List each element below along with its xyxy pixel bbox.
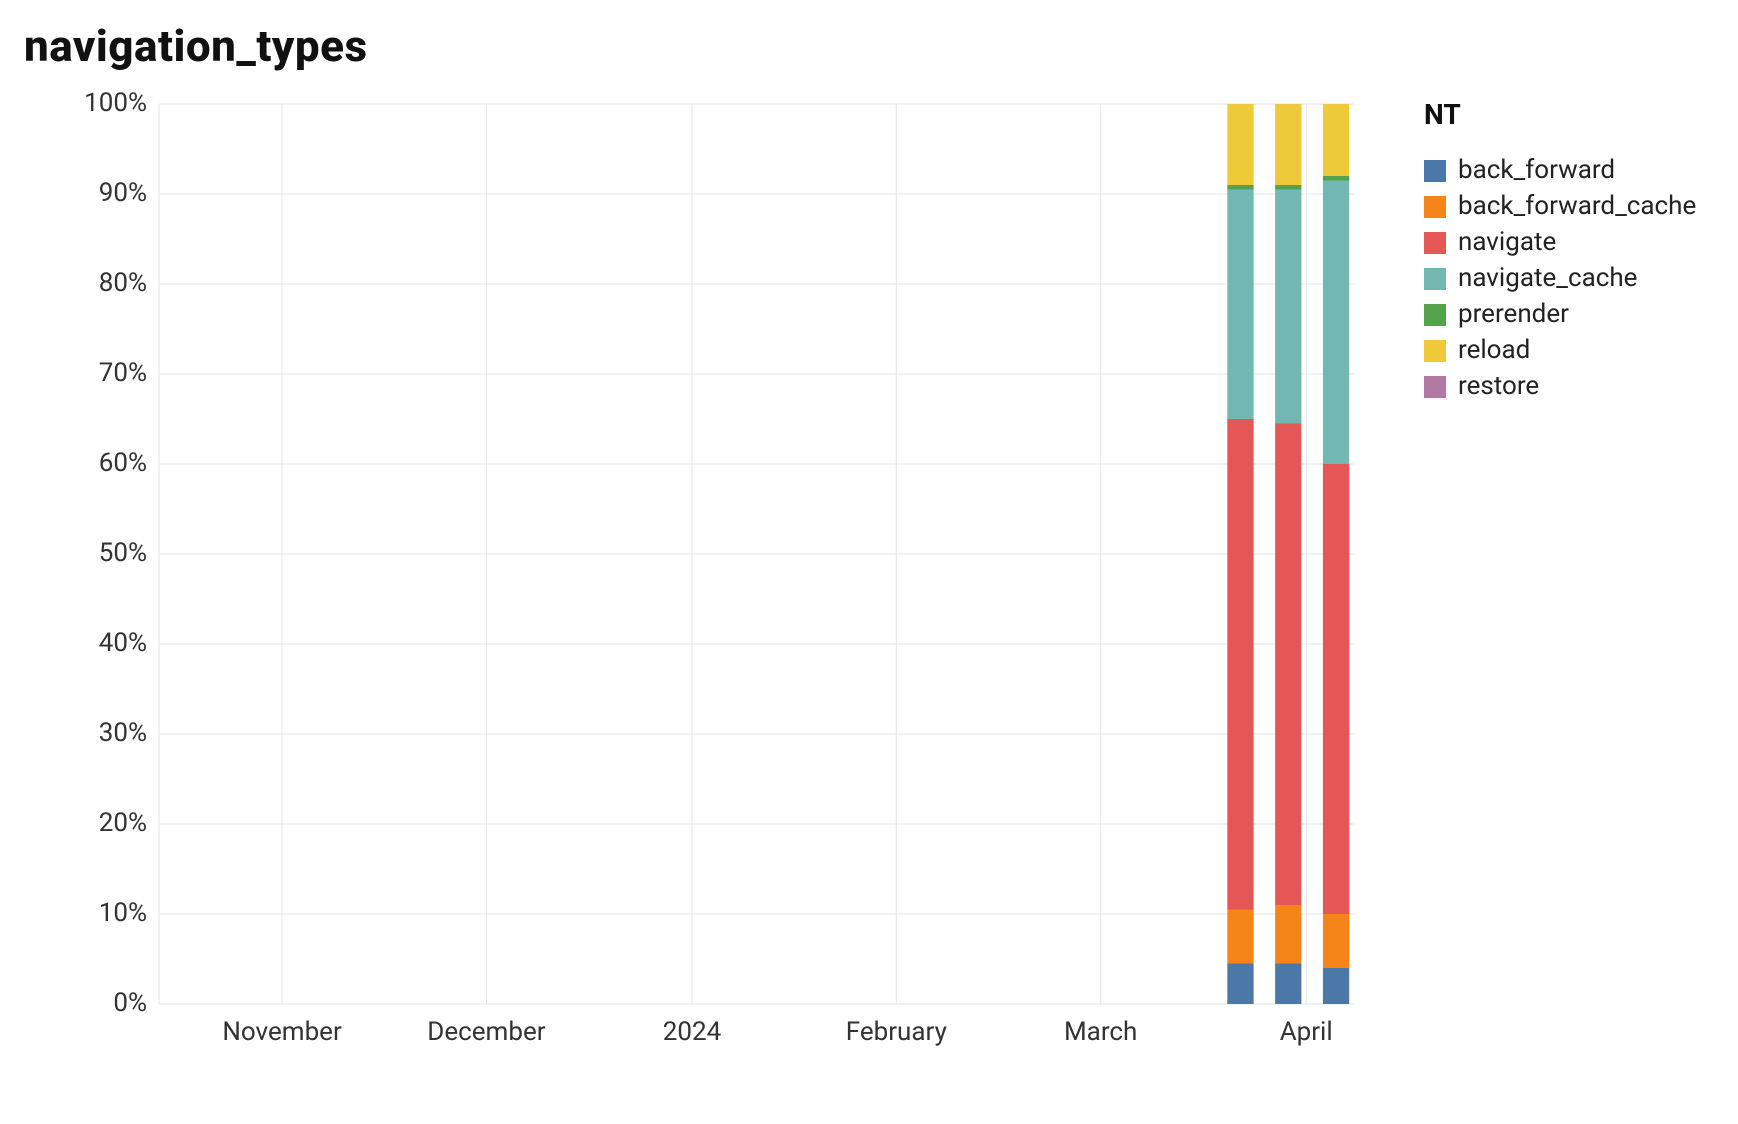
y-tick-label: 20% [99,808,147,838]
bar-segment-back_forward_cache [1227,910,1253,964]
bar-segment-prerender [1227,185,1253,190]
bar-segment-prerender [1323,176,1349,181]
bar-segment-navigate [1275,424,1301,906]
chart-title: navigation_types [24,20,1714,72]
bar-segment-navigate [1227,419,1253,910]
bar-segment-back_forward [1275,964,1301,1005]
y-tick-label: 70% [99,358,147,388]
y-tick-label: 100% [84,88,147,118]
x-tick-label: November [222,1017,342,1047]
chart-container: 0% 10% 20% 30% 40% 50% 60% 70% 80% 90% 100% Novembe… [24,84,1714,1124]
legend-swatch-back_forward_cache [1424,196,1446,218]
legend-swatch-navigate_cache [1424,268,1446,290]
legend-label-restore: restore [1458,371,1539,401]
x-tick-label: April [1280,1017,1333,1047]
legend-label-back_forward: back_forward [1458,155,1615,185]
legend-label-navigate: navigate [1458,227,1556,257]
legend-title: NT [1424,98,1461,131]
legend-label-prerender: prerender [1458,299,1569,329]
bar-segment-navigate_cache [1227,190,1253,420]
x-tick-label: 2024 [663,1017,722,1047]
y-tick-label: 0% [113,988,147,1018]
y-tick-label: 80% [99,268,147,298]
x-tick-label: March [1064,1017,1137,1047]
legend-swatch-back_forward [1424,160,1446,182]
legend-swatch-restore [1424,376,1446,398]
bar-segment-navigate [1323,464,1349,914]
y-tick-label: 40% [99,628,147,658]
legend-label-navigate_cache: navigate_cache [1458,263,1637,293]
legend-swatch-prerender [1424,304,1446,326]
legend-swatch-reload [1424,340,1446,362]
y-tick-label: 50% [99,538,147,568]
bar-segment-back_forward_cache [1323,914,1349,968]
bar-segment-prerender [1275,185,1301,190]
y-tick-label: 60% [99,448,147,478]
chart-svg: 0% 10% 20% 30% 40% 50% 60% 70% 80% 90% 100% Novembe… [24,84,1738,1124]
bar-segment-back_forward [1227,964,1253,1005]
legend-label-reload: reload [1458,335,1530,365]
legend-label-back_forward_cache: back_forward_cache [1458,191,1696,221]
bar-segment-back_forward [1323,968,1349,1004]
y-tick-label: 30% [99,718,147,748]
legend-swatch-navigate [1424,232,1446,254]
x-tick-label: February [846,1017,947,1047]
bar-segment-navigate_cache [1323,181,1349,465]
y-tick-label: 10% [99,898,147,928]
bar-segment-reload [1323,104,1349,176]
bar-segment-navigate_cache [1275,190,1301,424]
bar-segment-reload [1275,104,1301,185]
bar-segment-reload [1227,104,1253,185]
y-tick-label: 90% [99,178,147,208]
bar-segment-back_forward_cache [1275,905,1301,964]
x-tick-label: December [427,1017,545,1047]
